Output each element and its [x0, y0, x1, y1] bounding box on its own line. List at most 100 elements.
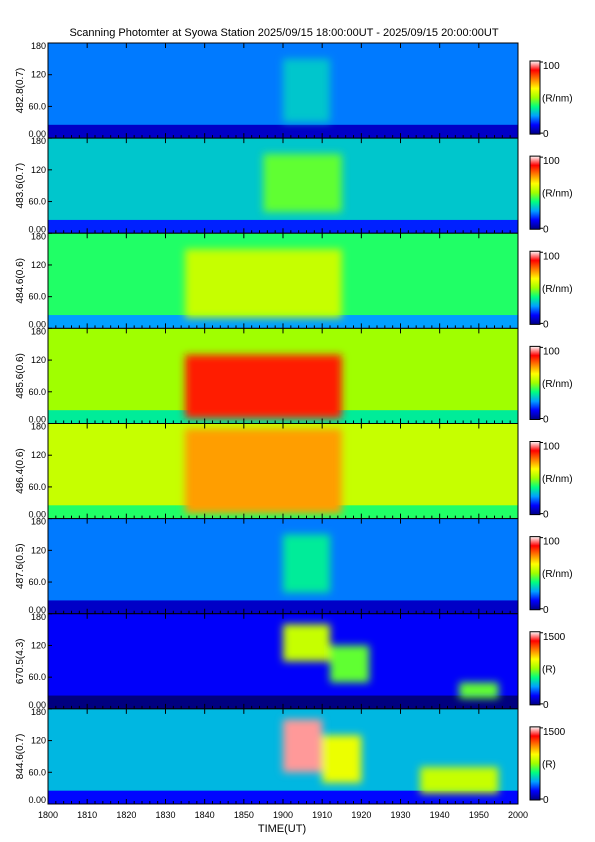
panel-4: 0.00 60.0 120 180 485.6(0.6) 100 0 (R/nm)	[15, 326, 573, 425]
y-tick-label: 120	[31, 260, 46, 270]
y-tick-label: 60.0	[28, 292, 46, 302]
panel-ylabel: 484.6(0.6)	[15, 258, 26, 304]
y-tick-label: 180	[31, 231, 46, 241]
colorbar	[529, 155, 541, 230]
emission-feature	[459, 682, 499, 699]
emission-feature	[185, 354, 342, 419]
panel-stack: 0.00 60.0 120 180 482.8(0.7) 100 0 (R/nm) 0.00 60…	[15, 41, 573, 806]
y-tick-label: 180	[31, 517, 46, 527]
heatmap-image	[48, 138, 518, 234]
colorbar	[529, 345, 541, 420]
colorbar	[529, 726, 541, 801]
emission-feature	[330, 645, 370, 683]
colorbar-unit-label: (R/nm)	[542, 189, 573, 200]
heatmap-image	[48, 613, 518, 709]
colorbar	[529, 441, 541, 516]
colorbar-min-label: 0	[543, 605, 549, 616]
emission-feature	[283, 624, 330, 662]
colorbar-max-label: 1500	[543, 727, 566, 738]
x-axis: 1800 1810 1820 1830 1840 1850 1900 1910 1920 1930…	[38, 810, 528, 820]
y-tick-label: 0.00	[28, 605, 46, 615]
x-tick-label: 1800	[38, 810, 58, 820]
heatmap-image	[48, 328, 518, 424]
colorbar-min-label: 0	[543, 319, 549, 330]
panel-7: 0.00 60.0 120 180 670.5(4.3) 1500 0 (R)	[15, 612, 566, 711]
colorbar-max-label: 100	[543, 537, 560, 548]
panel-5: 0.00 60.0 120 180 486.4(0.6) 100 0 (R/nm)	[15, 422, 573, 521]
y-tick-label: 60.0	[28, 197, 46, 207]
emission-feature	[185, 428, 342, 514]
heatmap-image	[48, 423, 518, 519]
heatmap-image	[48, 43, 518, 139]
panel-ylabel: 486.4(0.6)	[15, 448, 26, 494]
y-tick-label: 120	[31, 165, 46, 175]
emission-feature	[263, 153, 342, 213]
colorbar	[529, 631, 541, 706]
y-tick-label: 60.0	[28, 101, 46, 111]
x-tick-label: 1940	[430, 810, 450, 820]
colorbar-min-label: 0	[543, 224, 549, 235]
y-tick-label: 120	[31, 70, 46, 80]
colorbar-min-label: 0	[543, 510, 549, 521]
panel-ylabel: 483.6(0.7)	[15, 163, 26, 209]
panel-2: 0.00 60.0 120 180 483.6(0.7) 100 0 (R/nm)	[15, 136, 573, 235]
colorbar-unit-label: (R/nm)	[542, 94, 573, 105]
x-tick-label: 1930	[390, 810, 410, 820]
colorbar-min-label: 0	[543, 700, 549, 711]
colorbar-min-label: 0	[543, 415, 549, 426]
y-tick-label: 0.00	[28, 224, 46, 234]
panel-3: 0.00 60.0 120 180 484.6(0.6) 100 0 (R/nm)	[15, 231, 573, 330]
y-tick-label: 60.0	[28, 387, 46, 397]
x-tick-label: 1840	[195, 810, 215, 820]
colorbar-unit-label: (R)	[542, 664, 556, 675]
figure-title: Scanning Photomter at Syowa Station 2025…	[69, 27, 498, 39]
y-tick-label: 0.00	[28, 795, 46, 805]
y-tick-label: 0.00	[28, 319, 46, 329]
y-tick-label: 60.0	[28, 672, 46, 682]
panel-6: 0.00 60.0 120 180 487.6(0.5) 100 0 (R/nm)	[15, 517, 573, 616]
colorbar-max-label: 100	[543, 442, 560, 453]
colorbar-max-label: 100	[543, 61, 560, 72]
y-tick-label: 0.00	[28, 129, 46, 139]
y-tick-label: 120	[31, 450, 46, 460]
panel-ylabel: 844.6(0.7)	[15, 734, 26, 780]
colorbar-max-label: 100	[543, 156, 560, 167]
x-tick-label: 1820	[116, 810, 136, 820]
y-tick-label: 180	[31, 326, 46, 336]
y-tick-label: 180	[31, 41, 46, 51]
emission-feature	[283, 58, 330, 123]
colorbar-max-label: 100	[543, 251, 560, 262]
y-tick-label: 120	[31, 736, 46, 746]
colorbar-unit-label: (R/nm)	[542, 284, 573, 295]
x-tick-label: 1910	[312, 810, 332, 820]
emission-feature	[420, 767, 499, 794]
x-tick-label: 1950	[469, 810, 489, 820]
panel-ylabel: 670.5(4.3)	[15, 639, 26, 685]
heatmap-image	[48, 708, 518, 804]
colorbar	[529, 60, 541, 135]
y-tick-label: 180	[31, 612, 46, 622]
colorbar-max-label: 100	[543, 346, 560, 357]
y-tick-label: 180	[31, 136, 46, 146]
y-tick-label: 60.0	[28, 482, 46, 492]
heatmap-image	[48, 233, 518, 329]
x-tick-label: 1830	[155, 810, 175, 820]
emission-feature	[283, 534, 330, 593]
colorbar-unit-label: (R)	[542, 759, 556, 770]
x-tick-label: 1900	[273, 810, 293, 820]
y-tick-label: 60.0	[28, 767, 46, 777]
heatmap-image	[48, 518, 518, 614]
y-tick-label: 0.00	[28, 415, 46, 425]
emission-feature	[185, 249, 342, 318]
x-tick-label: 1920	[351, 810, 371, 820]
colorbar-unit-label: (R/nm)	[542, 474, 573, 485]
y-tick-label: 180	[31, 422, 46, 432]
x-tick-label: 1850	[234, 810, 254, 820]
x-tick-label: 1810	[77, 810, 97, 820]
colorbar	[529, 250, 541, 325]
emission-feature	[322, 735, 362, 783]
emission-feature	[283, 719, 323, 773]
panel-ylabel: 485.6(0.6)	[15, 353, 26, 399]
y-tick-label: 120	[31, 355, 46, 365]
